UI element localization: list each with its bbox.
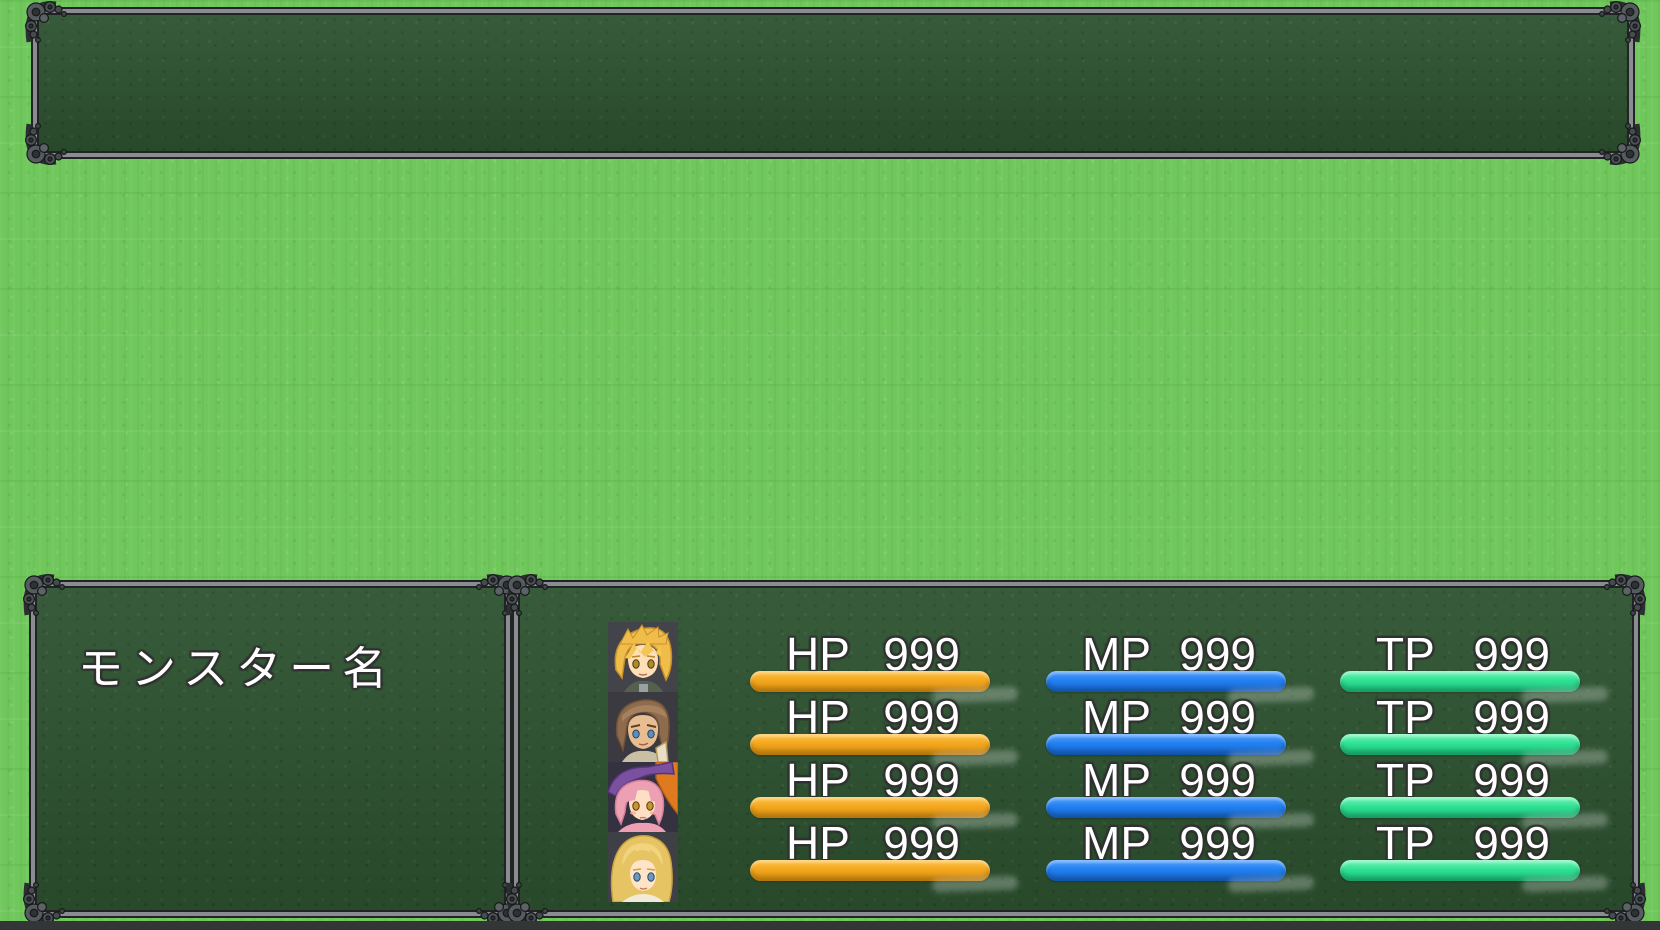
corner-ornament-icon: [505, 879, 551, 925]
tp-label: TP: [1376, 754, 1435, 806]
enemy-name-item[interactable]: モンスター名: [78, 643, 396, 694]
tp-value: 999: [1473, 628, 1550, 680]
tp-value: 999: [1473, 754, 1550, 806]
battle-message-window: [33, 9, 1633, 157]
corner-ornament-icon: [1601, 573, 1647, 619]
letterbox-bar: [0, 921, 1660, 930]
actor-row[interactable]: HP 999 MP 999 TP 999: [518, 744, 1634, 818]
actor-1-portrait: [608, 622, 678, 692]
tp-value: 999: [1473, 691, 1550, 743]
mp-stat: MP 999: [1046, 807, 1286, 881]
corner-ornament-icon: [473, 879, 519, 925]
mp-stat: MP 999: [1046, 744, 1286, 818]
corner-ornament-icon: [22, 573, 68, 619]
corner-ornament-icon: [473, 573, 519, 619]
mp-label: MP: [1082, 817, 1151, 869]
mp-gauge: [1046, 860, 1286, 881]
actor-3-portrait: [608, 762, 678, 832]
corner-ornament-icon: [505, 573, 551, 619]
hp-label: HP: [786, 628, 850, 680]
tp-stat: TP 999: [1340, 618, 1580, 692]
hp-value: 999: [883, 817, 960, 869]
hp-gauge: [750, 734, 990, 755]
hp-stat: HP 999: [750, 618, 990, 692]
mp-gauge: [1046, 797, 1286, 818]
tp-stat: TP 999: [1340, 807, 1580, 881]
hp-label: HP: [786, 754, 850, 806]
mp-label: MP: [1082, 628, 1151, 680]
mp-stat: MP 999: [1046, 681, 1286, 755]
tp-value: 999: [1473, 817, 1550, 869]
actor-2-portrait: [608, 692, 678, 762]
mp-label: MP: [1082, 691, 1151, 743]
tp-label: TP: [1376, 691, 1435, 743]
actor-4-portrait: [608, 832, 678, 902]
enemy-select-window: モンスター名: [31, 582, 510, 916]
tp-label: TP: [1376, 817, 1435, 869]
mp-gauge: [1046, 671, 1286, 692]
hp-value: 999: [883, 754, 960, 806]
actor-row[interactable]: HP 999 MP 999 TP 999: [518, 807, 1634, 881]
mp-label: MP: [1082, 754, 1151, 806]
mp-value: 999: [1179, 628, 1256, 680]
tp-gauge: [1340, 734, 1580, 755]
tp-stat: TP 999: [1340, 681, 1580, 755]
tp-gauge: [1340, 860, 1580, 881]
corner-ornament-icon: [1601, 879, 1647, 925]
hp-gauge: [750, 797, 990, 818]
mp-value: 999: [1179, 754, 1256, 806]
mp-stat: MP 999: [1046, 618, 1286, 692]
corner-ornament-icon: [22, 879, 68, 925]
actor-row[interactable]: HP 999 MP 999 TP 999: [518, 681, 1634, 755]
hp-label: HP: [786, 691, 850, 743]
hp-stat: HP 999: [750, 807, 990, 881]
party-status-window: HP 999 MP 999 TP 999 HP 999: [514, 582, 1638, 916]
mp-value: 999: [1179, 817, 1256, 869]
hp-stat: HP 999: [750, 681, 990, 755]
hp-stat: HP 999: [750, 744, 990, 818]
hp-gauge: [750, 860, 990, 881]
tp-gauge: [1340, 671, 1580, 692]
message-text: [61, 31, 1605, 141]
tp-stat: TP 999: [1340, 744, 1580, 818]
tp-label: TP: [1376, 628, 1435, 680]
mp-gauge: [1046, 734, 1286, 755]
mp-value: 999: [1179, 691, 1256, 743]
hp-label: HP: [786, 817, 850, 869]
portrait-column: [608, 622, 678, 902]
hp-value: 999: [883, 691, 960, 743]
tp-gauge: [1340, 797, 1580, 818]
actor-row[interactable]: HP 999 MP 999 TP 999: [518, 618, 1634, 692]
hp-value: 999: [883, 628, 960, 680]
hp-gauge: [750, 671, 990, 692]
